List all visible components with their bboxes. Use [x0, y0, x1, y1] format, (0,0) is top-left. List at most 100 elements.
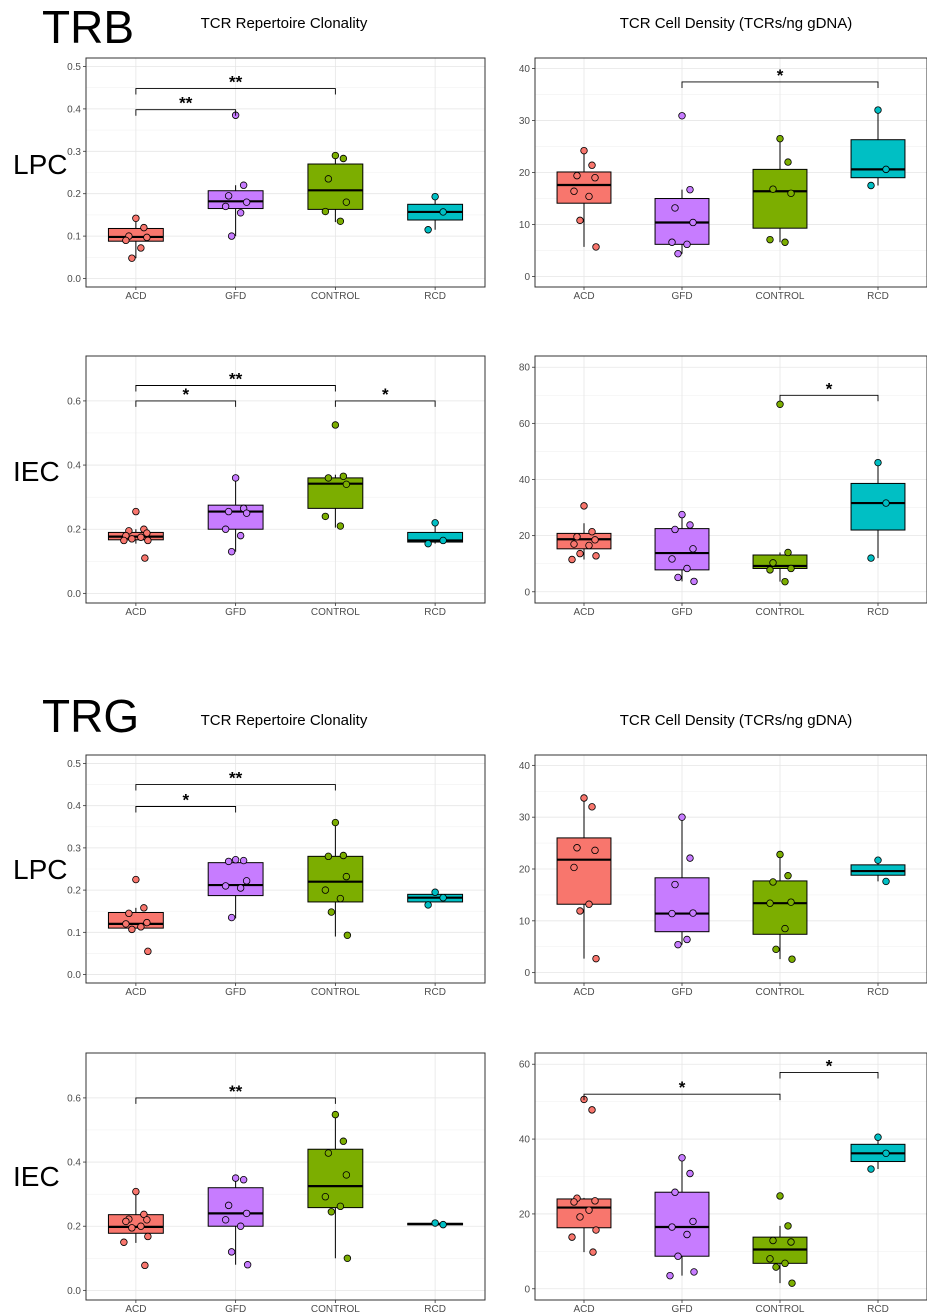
data-point — [424, 226, 432, 234]
x-tick-label: ACD — [573, 1304, 594, 1315]
data-point — [787, 564, 795, 573]
data-point — [242, 198, 251, 206]
panel-border — [534, 355, 927, 604]
significance-bracket — [135, 109, 237, 116]
x-tick-label: CONTROL — [756, 987, 805, 998]
data-point — [224, 507, 233, 516]
data-point — [678, 813, 686, 821]
box-iqr — [752, 880, 808, 935]
data-point — [788, 1279, 796, 1287]
data-point — [570, 540, 578, 548]
data-point — [769, 878, 777, 886]
significance-bracket — [779, 394, 879, 402]
data-point — [666, 1271, 674, 1280]
y-tick-label: 0.2 — [67, 189, 81, 200]
data-point — [231, 1174, 240, 1182]
data-point — [128, 1224, 136, 1232]
data-point — [140, 904, 148, 912]
y-tick-label: 0.4 — [67, 801, 81, 812]
data-point — [784, 872, 792, 880]
data-point — [242, 877, 251, 885]
data-point — [424, 539, 432, 548]
panel-border — [85, 1052, 486, 1301]
trb-density-title: TCR Cell Density (TCRs/ng gDNA) — [620, 15, 853, 32]
x-tick-label: GFD — [225, 291, 246, 302]
data-point — [668, 1223, 676, 1231]
data-point — [137, 244, 145, 252]
data-point — [224, 192, 233, 200]
data-point — [766, 899, 774, 907]
x-tick-label: RCD — [424, 987, 446, 998]
data-point — [336, 1202, 345, 1211]
data-point — [132, 507, 140, 516]
chart-trb-iec-density: 0 20 40 60 80 ACD GFD CONTROL RCD * — [519, 355, 927, 618]
data-point — [882, 877, 890, 886]
y-tick-label: 10 — [519, 916, 531, 927]
data-point — [573, 533, 581, 541]
data-point — [141, 1261, 149, 1270]
data-point — [576, 216, 584, 225]
data-point — [576, 1213, 584, 1221]
x-tick-label: GFD — [671, 607, 692, 618]
data-point — [239, 1176, 248, 1184]
row-label-trg-iec: IEC — [13, 1161, 60, 1192]
data-point — [776, 400, 784, 408]
significance-label: ** — [179, 94, 193, 113]
data-point — [588, 1106, 596, 1114]
data-point — [766, 1255, 774, 1263]
data-point — [125, 909, 133, 918]
x-tick-label: CONTROL — [756, 607, 805, 618]
significance-label: * — [382, 385, 389, 404]
data-point — [588, 161, 596, 169]
data-point — [231, 474, 240, 482]
x-tick-label: ACD — [125, 987, 146, 998]
box-iqr — [850, 139, 906, 179]
x-tick-label: RCD — [424, 1304, 446, 1315]
chart-trg-iec-density: 0 20 40 60 ACD GFD CONTROL RCD * * — [519, 1052, 927, 1315]
data-point — [221, 882, 230, 890]
data-point — [439, 208, 447, 216]
x-tick-label: GFD — [225, 987, 246, 998]
data-point — [585, 541, 593, 550]
data-point — [787, 189, 795, 198]
data-point — [143, 233, 151, 242]
data-point — [683, 1230, 691, 1239]
y-tick-label: 0.4 — [67, 1158, 81, 1169]
data-point — [585, 900, 593, 908]
data-point — [331, 421, 340, 429]
data-point — [686, 521, 694, 529]
data-point — [689, 218, 697, 227]
x-tick-label: ACD — [125, 291, 146, 302]
data-point — [132, 875, 140, 884]
data-point — [342, 198, 351, 206]
data-point — [324, 175, 333, 183]
data-point — [128, 254, 136, 262]
y-tick-label: 0.1 — [67, 928, 81, 939]
data-point — [336, 522, 345, 530]
x-tick-label: CONTROL — [311, 291, 360, 302]
y-tick-label: 20 — [519, 531, 531, 542]
data-point — [221, 202, 230, 211]
data-point — [120, 1238, 128, 1246]
chart-trb-lpc-density: 0 10 20 30 40 ACD GFD CONTROL RCD * — [519, 57, 927, 302]
y-tick-label: 20 — [519, 168, 531, 179]
data-point — [788, 955, 796, 963]
data-point — [242, 1209, 251, 1218]
data-point — [585, 192, 593, 201]
y-tick-label: 0 — [524, 1284, 530, 1295]
data-point — [568, 555, 576, 564]
x-tick-label: GFD — [225, 1304, 246, 1315]
x-tick-label: RCD — [867, 987, 889, 998]
y-tick-label: 0.4 — [67, 104, 81, 115]
box-iqr — [207, 1187, 264, 1227]
data-point — [231, 856, 240, 864]
data-point — [144, 947, 152, 956]
chart-trg-lpc-density: 0 10 20 30 40 ACD GFD CONTROL RCD — [519, 754, 927, 998]
data-point — [342, 872, 351, 881]
data-point — [431, 192, 439, 201]
data-point — [772, 1263, 780, 1271]
box-iqr — [107, 911, 164, 929]
panel-border — [534, 1052, 927, 1301]
box-iqr — [556, 532, 612, 550]
data-point — [137, 1222, 145, 1230]
